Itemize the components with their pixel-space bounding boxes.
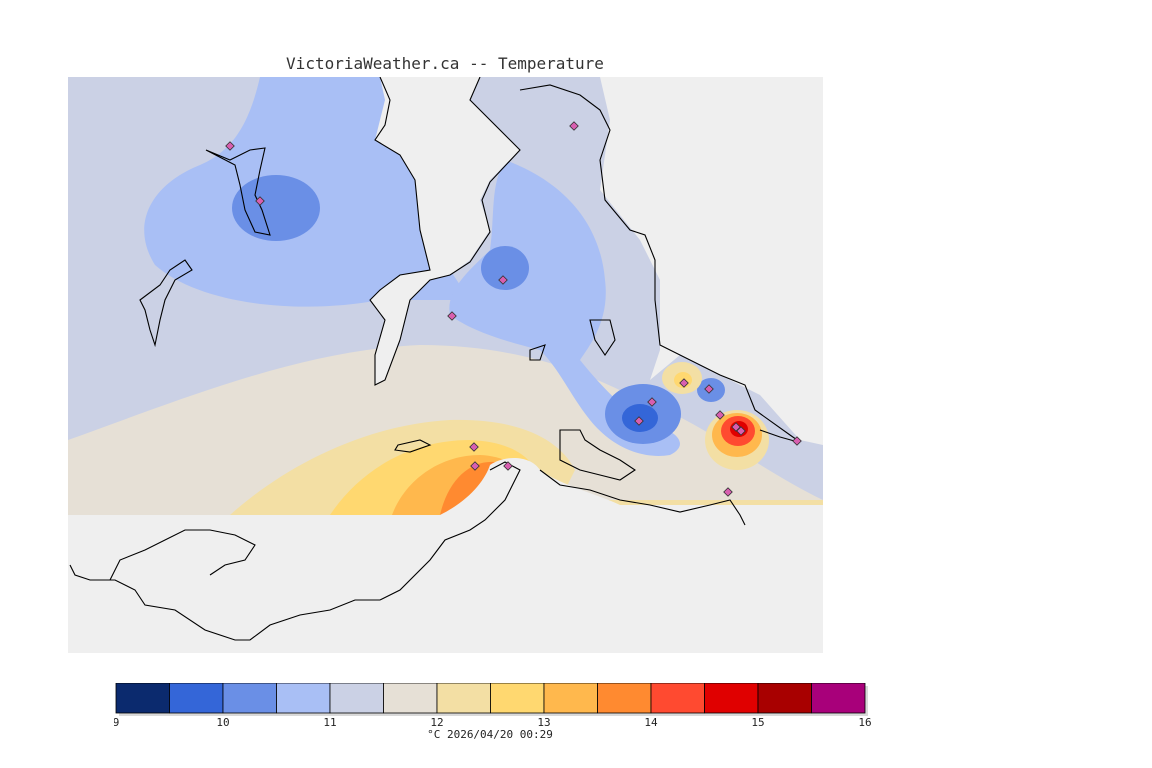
station-marker: [569, 121, 579, 131]
temperature-map[interactable]: [68, 77, 823, 653]
cold-spot-west: [232, 175, 320, 241]
station-marker: [715, 410, 725, 420]
legend-tick-label: 11: [323, 716, 336, 729]
legend-tick-label: 12: [430, 716, 443, 729]
legend-swatch-10: [650, 683, 705, 714]
legend-swatch-7: [490, 683, 545, 714]
units-timestamp: °C 2026/04/20 00:29: [427, 728, 553, 741]
station-marker: [704, 384, 714, 394]
station-marker: [679, 378, 689, 388]
station-marker: [470, 461, 480, 471]
legend-swatch-8: [543, 683, 598, 714]
legend-swatch-4: [329, 683, 384, 714]
legend-swatch-3: [276, 683, 331, 714]
station-marker: [736, 426, 746, 436]
station-marker: [225, 141, 235, 151]
legend-swatch-9: [597, 683, 652, 714]
legend-swatch-12: [757, 683, 812, 714]
water-south: [68, 458, 823, 653]
legend-tick-label: 15: [751, 716, 764, 729]
legend-swatch-13: [811, 683, 866, 714]
legend-swatch-1: [169, 683, 224, 714]
legend-swatch-5: [383, 683, 438, 714]
legend-swatch-6: [436, 683, 491, 714]
legend-tick-label: 16: [858, 716, 871, 729]
cold-spot-central: [481, 246, 529, 290]
coastlines: [69, 77, 801, 641]
station-marker: [255, 196, 265, 206]
station-marker: [634, 416, 644, 426]
band-10-5-11-east: [449, 160, 680, 456]
station-marker: [647, 397, 657, 407]
legend-tick-label: 13: [537, 716, 550, 729]
station-marker: [503, 461, 513, 471]
station-marker: [723, 487, 733, 497]
legend-swatch-2: [222, 683, 277, 714]
station-marker: [792, 436, 802, 446]
station-marker: [498, 275, 508, 285]
water-east: [600, 77, 823, 445]
legend-swatch-0: [115, 683, 170, 714]
color-legend: 9 10 11 12 13 14 15 16: [114, 683, 872, 729]
station-marker: [447, 311, 457, 321]
station-marker: [469, 442, 479, 452]
legend-tick-label: 10: [216, 716, 229, 729]
legend-tick-label: 14: [644, 716, 658, 729]
map-title: VictoriaWeather.ca -- Temperature: [286, 54, 604, 73]
legend-tick-label: 9: [114, 716, 119, 729]
legend-swatch-11: [704, 683, 759, 714]
weather-stations: [225, 121, 802, 497]
